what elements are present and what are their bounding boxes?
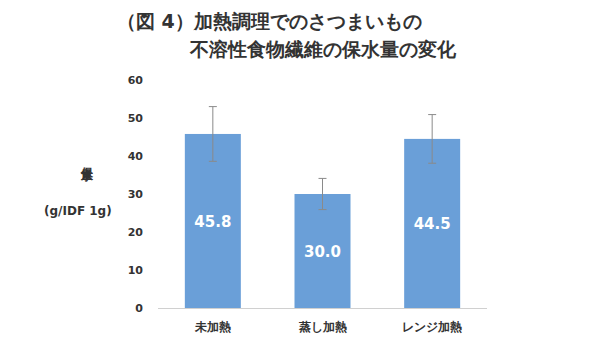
marks [185,107,460,308]
error-cap [319,209,327,210]
y-tick-label: 40 [128,150,144,163]
error-cap [209,161,217,162]
error-bar [209,107,217,162]
error-bar [319,178,327,209]
data-label: 30.0 [304,243,341,261]
title: 不溶性食物繊維の保水量の変化 [189,38,457,60]
data-label: 45.8 [194,213,231,231]
y-tick-label: 10 [128,264,144,277]
error-cap [319,178,327,179]
chart: （図 4）加熱調理でのさつまいもの不溶性食物繊維の保水量の変化 0 10 20 30 40… [0,0,600,340]
y-axis-label: 保水量 [78,158,95,161]
data-label: 44.5 [414,215,451,233]
error-cap [428,163,436,164]
y-axis-label: (g/IDF 1g) [44,204,112,218]
y-tick-label: 0 [135,302,143,315]
error-cap [428,114,436,115]
error-line [432,115,433,164]
bar [404,139,460,308]
error-cap [209,106,217,107]
x-axis-line [158,308,487,309]
error-bar [428,115,436,164]
error-line [322,178,323,209]
y-tick-label: 20 [128,226,144,239]
y-tick-label: 60 [128,74,144,87]
error-line [212,107,213,162]
title: （図 4）加熱調理でのさつまいもの [117,10,422,32]
x-tick-label: 蒸し加熱 [298,320,347,334]
y-tick-label: 30 [128,188,144,201]
x-tick-label: 未加熱 [194,320,231,334]
bar [295,194,351,308]
y-tick-label: 50 [128,112,144,125]
x-tick-label: レンジ加熱 [402,320,462,334]
